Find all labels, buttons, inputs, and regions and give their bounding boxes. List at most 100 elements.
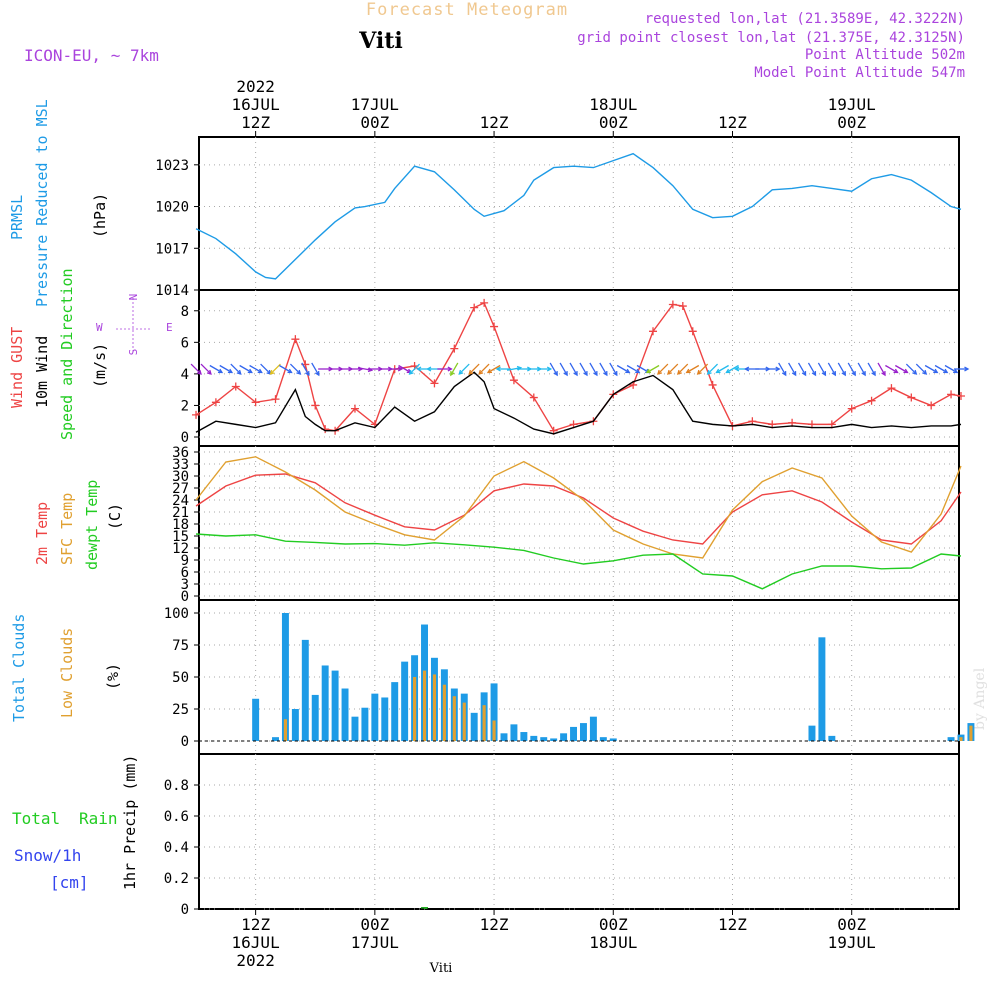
y-tick-label: 1017 <box>155 241 189 257</box>
gust-point <box>192 410 201 419</box>
y-tick-label: 8 <box>181 304 189 320</box>
total-cloud-bar <box>579 723 587 741</box>
wind-arrow-shaft <box>827 362 836 376</box>
top-hour-label: 00Z <box>599 113 628 132</box>
wind-arrow-shaft <box>726 364 739 374</box>
total-cloud-bar <box>351 716 359 741</box>
wind-dir-label: Speed and Direction <box>58 268 76 440</box>
wind-arrow-shaft <box>924 364 938 374</box>
wind-arrow-shaft <box>357 367 372 371</box>
y-tick-label: 33 <box>172 457 189 473</box>
wind-arrow <box>666 363 679 375</box>
wind-arrow <box>279 364 293 374</box>
gust-point <box>927 401 936 410</box>
cm-label: [cm] <box>50 873 89 892</box>
wind-arrow-head <box>893 368 899 374</box>
wind-arrow-head <box>426 366 432 372</box>
wind-arrow <box>289 363 302 375</box>
wind-arrow-shaft <box>487 364 501 374</box>
total-cloud-bar <box>540 737 548 741</box>
wind-arrow <box>626 364 641 374</box>
wind-arrow <box>599 362 608 377</box>
low-cloud-bar <box>442 684 446 741</box>
wind-arrow-head <box>744 366 750 372</box>
y-tick-label: 3 <box>181 577 189 593</box>
top-date-label: 18JUL <box>589 95 637 114</box>
wind-arrow-shaft <box>301 362 310 376</box>
total-cloud-bar <box>301 639 309 741</box>
wind-arrow <box>944 364 959 374</box>
wind-arrow-shaft <box>506 367 521 371</box>
temp-unit-label: (C) <box>106 503 124 530</box>
gust-point <box>529 393 538 402</box>
wind-arrow-shaft <box>559 362 568 376</box>
bottom-hour-label: 12Z <box>241 915 270 934</box>
wind-arrow <box>885 364 899 374</box>
top-hour-label: 00Z <box>360 113 389 132</box>
wind-arrow-head <box>603 371 608 377</box>
wind-arrow-head <box>408 369 414 375</box>
wind-arrow-head <box>685 368 691 374</box>
wind-arrow-shaft <box>915 363 927 375</box>
wind-arrow <box>827 362 837 377</box>
total-cloud-bar <box>311 694 319 741</box>
total-cloud-bar <box>281 613 289 741</box>
wind-arrow <box>209 364 224 374</box>
compass-s: S <box>127 349 140 356</box>
wind-arrow-shaft <box>905 363 917 375</box>
top-hour-label: 00Z <box>837 113 866 132</box>
wind-arrow <box>706 363 719 375</box>
wind-arrow-shaft <box>279 364 292 374</box>
wind-arrow-head <box>553 371 558 377</box>
wind-arrow-shaft <box>697 363 709 375</box>
wind-arrow <box>468 363 480 375</box>
total-cloud-bar <box>609 738 617 741</box>
wind-arrow <box>797 362 807 377</box>
precip-unit-label: 1hr Precip (mm) <box>121 755 139 890</box>
wind-arrow <box>645 364 660 374</box>
wind-arrow-shaft <box>616 364 630 374</box>
y-tick-label: 0 <box>181 902 189 918</box>
compass-e: E <box>166 321 173 334</box>
wind-arrow <box>437 366 453 372</box>
wind-arrow-shaft <box>657 363 669 375</box>
wind-arrow <box>616 364 631 374</box>
total-cloud-bar <box>520 732 528 741</box>
wind-arrow-shaft <box>788 362 797 376</box>
wind-arrow-head <box>964 366 970 372</box>
wind-arrow <box>676 363 689 375</box>
wind-arrow-shaft <box>230 363 242 375</box>
wind-arrow-head <box>217 368 224 374</box>
wind-arrow-shaft <box>450 362 459 376</box>
total-cloud-bar <box>599 737 607 741</box>
compass-w: W <box>96 321 103 334</box>
gust-point <box>947 390 956 399</box>
wind-arrow <box>867 362 876 377</box>
y-tick-label: 75 <box>172 638 189 654</box>
wind-arrow-head <box>791 371 797 377</box>
top-hour-label: 12Z <box>241 113 270 132</box>
low-cloud-bar <box>422 670 427 741</box>
wind-arrow <box>837 362 846 377</box>
panel-clouds: 0 25 50 75 100 <box>164 599 975 755</box>
wind-arrow-head <box>831 371 837 377</box>
wind-arrow-head <box>871 371 876 377</box>
wind-arrow <box>894 364 909 374</box>
wind-arrow-shaft <box>219 364 233 374</box>
y-tick-label: 6 <box>181 335 189 351</box>
wind-arrow-head <box>903 368 909 374</box>
series-dewpt-temp <box>195 533 962 590</box>
gust-point <box>956 391 965 400</box>
bottom-hour-label: 00Z <box>599 915 628 934</box>
wind-arrow-head <box>458 369 464 375</box>
wind-arrow <box>269 363 281 375</box>
wind-arrow <box>387 366 404 372</box>
wind-gust-label: Wind GUST <box>8 327 26 408</box>
total-cloud-bar <box>947 737 955 741</box>
wind-10m-label: 10m Wind <box>33 336 51 408</box>
total-cloud-bar <box>470 712 478 741</box>
wind-arrow-head <box>841 371 846 377</box>
wind-arrow-shaft <box>249 364 263 374</box>
total-cloud-bar <box>828 735 836 741</box>
chart-title: Forecast Meteogram <box>366 0 568 20</box>
